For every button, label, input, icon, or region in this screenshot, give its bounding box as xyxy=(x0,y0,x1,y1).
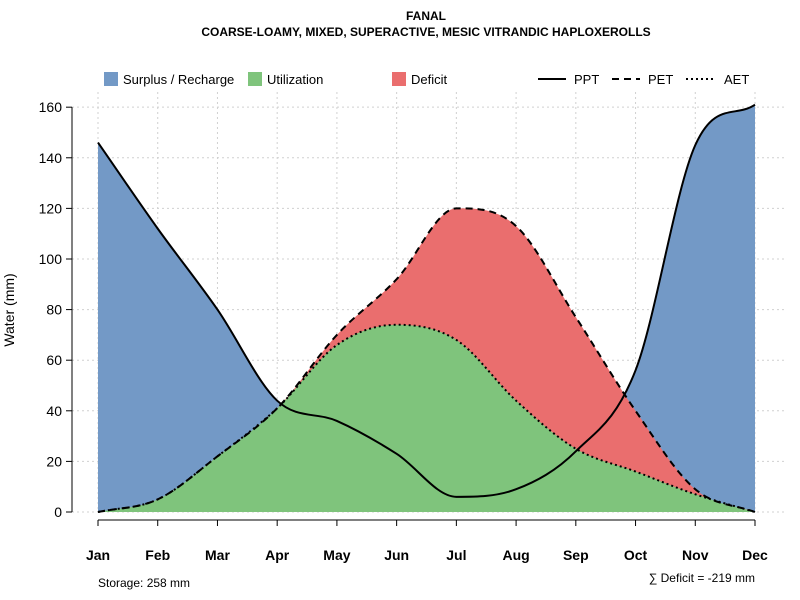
legend-pet-label: PET xyxy=(648,72,673,87)
ppt-line xyxy=(97,103,756,498)
deficit-note: ∑ Deficit = -219 mm xyxy=(649,571,755,585)
y-tick-label: 60 xyxy=(46,352,62,368)
y-tick-label: 100 xyxy=(39,251,63,267)
x-tick-label: Apr xyxy=(265,547,290,563)
y-tick-label: 120 xyxy=(39,200,63,216)
x-tick-label: Oct xyxy=(624,547,648,563)
legend-surplus-label: Surplus / Recharge xyxy=(123,72,234,87)
legend-utilization-swatch xyxy=(248,72,262,86)
x-tick-label: Feb xyxy=(145,547,170,563)
x-tick-label: Jan xyxy=(86,547,110,563)
legend-deficit-swatch xyxy=(392,72,406,86)
x-tick-label: Jul xyxy=(446,547,466,563)
x-tick-label: Nov xyxy=(682,547,709,563)
legend-ppt-label: PPT xyxy=(574,72,599,87)
x-tick-label: Mar xyxy=(205,547,230,563)
legend-utilization-label: Utilization xyxy=(267,72,323,87)
x-tick-label: Aug xyxy=(502,547,529,563)
chart-title: FANAL xyxy=(406,9,446,23)
axes: 0 20 40 60 80 100 120 140 160 Jan Feb Mar Apr May Jun J… xyxy=(39,99,768,563)
x-tick-label: Dec xyxy=(742,547,768,563)
utilization-area xyxy=(98,324,755,512)
y-tick-label: 20 xyxy=(46,453,62,469)
storage-note: Storage: 258 mm xyxy=(98,576,190,590)
y-tick-label: 0 xyxy=(54,504,62,520)
y-axis-label: Water (mm) xyxy=(1,273,17,346)
series-lines xyxy=(97,103,756,513)
legend-aet-label: AET xyxy=(724,72,749,87)
x-tick-label: Sep xyxy=(563,547,589,563)
y-tick-label: 40 xyxy=(46,403,62,419)
legend-deficit-label: Deficit xyxy=(411,72,448,87)
legend-surplus-swatch xyxy=(104,72,118,86)
y-tick-label: 140 xyxy=(39,150,63,166)
aet-line xyxy=(97,323,756,513)
x-tick-label: Jun xyxy=(384,547,409,563)
x-tick-label: May xyxy=(323,547,350,563)
legend: Surplus / Recharge Utilization Deficit P… xyxy=(104,72,749,87)
y-tick-label: 160 xyxy=(39,99,63,115)
chart-subtitle: COARSE-LOAMY, MIXED, SUPERACTIVE, MESIC … xyxy=(201,25,650,39)
y-tick-label: 80 xyxy=(46,302,62,318)
